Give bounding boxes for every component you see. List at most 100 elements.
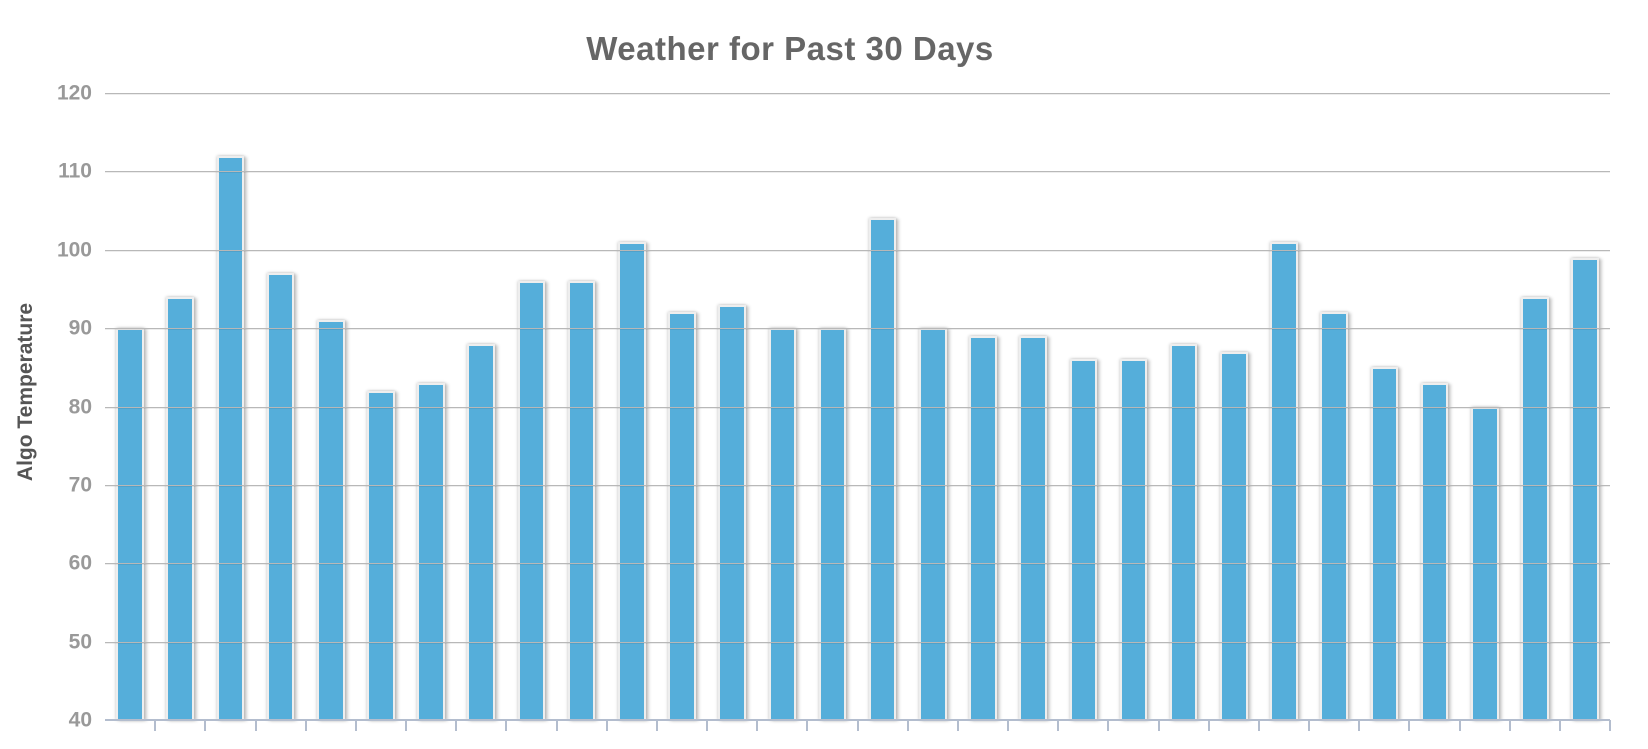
y-tick-label-120: 120	[56, 81, 92, 105]
bar-slot-19	[1008, 93, 1058, 720]
gridline-60	[105, 563, 1610, 565]
bar-day-26[interactable]	[1370, 367, 1399, 720]
x-tick-15	[856, 720, 859, 731]
bar-day-25[interactable]	[1320, 312, 1348, 720]
bar-slot-2	[155, 93, 205, 720]
bar-slot-30	[1560, 93, 1610, 720]
bar-day-11[interactable]	[618, 241, 646, 720]
gridline-80	[105, 406, 1610, 408]
bar-day-6[interactable]	[367, 390, 395, 720]
bar-slot-29	[1510, 93, 1560, 720]
bar-day-19[interactable]	[1019, 335, 1047, 720]
bar-day-21[interactable]	[1119, 359, 1148, 720]
x-tick-12	[706, 720, 708, 731]
bar-slot-20	[1058, 93, 1108, 720]
bar-slot-24	[1259, 93, 1309, 720]
x-tick-24	[1308, 720, 1310, 731]
bar-slot-27	[1409, 93, 1459, 720]
x-tick-27	[1458, 720, 1461, 731]
x-tick-21	[1157, 720, 1160, 731]
bar-day-16[interactable]	[868, 218, 897, 720]
bar-slot-6	[356, 93, 406, 720]
chart-title: Weather for Past 30 Days	[586, 30, 994, 67]
y-axis-title: Algo Temperature	[14, 302, 37, 482]
x-tick-16	[906, 720, 909, 731]
x-tick-10	[605, 720, 608, 731]
gridline-120	[105, 93, 1610, 94]
bars-group	[105, 93, 1610, 720]
bar-day-14[interactable]	[768, 328, 797, 720]
x-tick-4	[304, 720, 307, 731]
gridline-100	[105, 249, 1610, 251]
bar-slot-10	[557, 93, 607, 720]
bar-day-27[interactable]	[1420, 383, 1449, 720]
bar-slot-9	[506, 93, 556, 720]
gridline-70	[105, 484, 1610, 486]
bar-day-30[interactable]	[1571, 257, 1599, 720]
bar-day-2[interactable]	[166, 296, 195, 720]
bar-day-22[interactable]	[1169, 343, 1198, 720]
bar-day-23[interactable]	[1220, 351, 1248, 720]
x-tick-14	[806, 720, 809, 731]
bar-slot-17	[908, 93, 958, 720]
x-tick-9	[555, 720, 558, 731]
bar-slot-13	[707, 93, 757, 720]
x-tick-22	[1207, 720, 1210, 731]
plot-area: 120 110 100 90 80 70 60 50 40	[57, 83, 1611, 731]
x-tick-13	[756, 720, 759, 731]
bar-day-18[interactable]	[969, 335, 997, 720]
gridline-90	[105, 328, 1610, 330]
bar-day-4[interactable]	[266, 273, 295, 720]
bar-slot-23	[1209, 93, 1259, 720]
gridline-50	[105, 641, 1610, 643]
bar-day-13[interactable]	[718, 304, 746, 720]
bar-slot-11	[607, 93, 657, 720]
x-tick-23	[1257, 720, 1260, 731]
x-tick-5	[354, 720, 357, 731]
bar-day-24[interactable]	[1270, 241, 1298, 720]
bar-day-8[interactable]	[467, 343, 496, 720]
x-tick-18	[1007, 720, 1009, 731]
y-tick-label-90: 90	[68, 316, 92, 340]
x-tick-28	[1508, 720, 1511, 731]
x-tick-19	[1057, 720, 1060, 731]
bar-slot-5	[306, 93, 356, 720]
bar-day-29[interactable]	[1521, 296, 1549, 720]
x-tick-26	[1408, 720, 1411, 731]
x-tick-20	[1107, 720, 1110, 731]
bar-slot-18	[958, 93, 1008, 720]
bar-slot-7	[406, 93, 456, 720]
x-tick-7	[455, 720, 458, 731]
x-tick-11	[655, 720, 658, 731]
bar-day-3[interactable]	[216, 155, 245, 720]
bar-day-5[interactable]	[316, 320, 345, 720]
bar-slot-1	[105, 93, 155, 720]
x-tick-1	[154, 720, 157, 731]
bar-slot-14	[757, 93, 807, 720]
bar-day-15[interactable]	[818, 328, 847, 720]
x-tick-29	[1558, 720, 1561, 731]
bar-slot-12	[657, 93, 707, 720]
bar-day-12[interactable]	[668, 312, 696, 720]
bar-day-9[interactable]	[517, 281, 546, 720]
bar-day-7[interactable]	[417, 383, 445, 720]
bar-day-10[interactable]	[567, 281, 596, 720]
x-tick-2	[204, 720, 207, 731]
x-tick-6	[405, 720, 407, 731]
bar-day-20[interactable]	[1069, 359, 1098, 720]
bar-slot-4	[256, 93, 306, 720]
bar-slot-25	[1309, 93, 1359, 720]
bar-slot-16	[858, 93, 908, 720]
y-tick-label-40: 40	[68, 708, 92, 732]
bar-slot-26	[1359, 93, 1409, 720]
y-tick-label-100: 100	[56, 238, 92, 262]
bar-slot-21	[1108, 93, 1158, 720]
bar-day-1[interactable]	[116, 328, 144, 720]
x-tick-3	[254, 720, 257, 731]
x-tick-8	[505, 720, 508, 731]
gridline-110	[105, 171, 1610, 173]
y-tick-label-60: 60	[68, 551, 92, 575]
x-tick-30	[1609, 720, 1611, 731]
bar-day-17[interactable]	[919, 328, 947, 720]
